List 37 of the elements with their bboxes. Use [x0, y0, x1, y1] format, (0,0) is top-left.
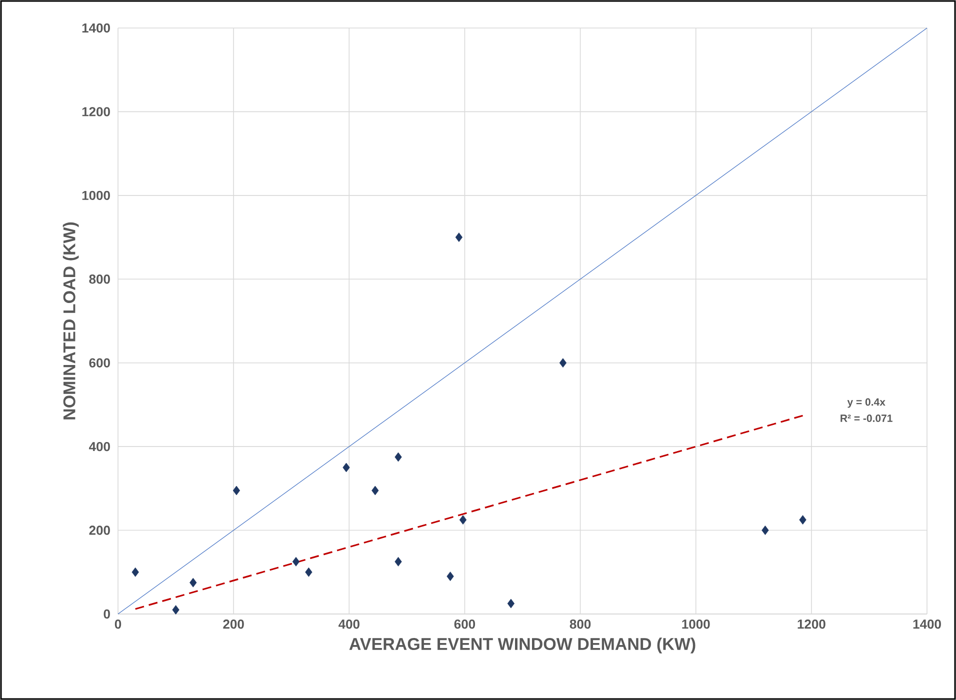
x-tick-label: 800 [570, 620, 591, 629]
point [232, 486, 240, 496]
point [455, 232, 463, 242]
x-tick-label: 1400 [913, 620, 941, 629]
point [305, 567, 312, 577]
point [459, 515, 467, 525]
point [190, 578, 197, 588]
point [559, 358, 567, 368]
x-tick-label: 400 [338, 620, 360, 629]
y-tick-label: 1400 [82, 23, 110, 33]
annotation: y = 0.4x [847, 398, 886, 408]
x-tick-label: 1200 [798, 620, 826, 629]
x-tick-label: 200 [223, 620, 244, 629]
point [507, 598, 515, 608]
annotation: R² = -0.071 [840, 414, 892, 422]
y-tick-label: 200 [89, 526, 110, 535]
point [172, 605, 180, 615]
point [446, 572, 454, 582]
y-tick-label: 600 [89, 358, 110, 368]
point [394, 452, 402, 462]
point [132, 567, 139, 577]
point [372, 486, 379, 496]
y-tick-label: 800 [89, 274, 110, 284]
point [394, 556, 402, 566]
point [342, 462, 350, 472]
y-tick-label: 1000 [82, 190, 110, 200]
point [762, 526, 769, 535]
y-axis-title: NOMINATED LOAD (KW) [62, 222, 79, 420]
x-tick-label: 600 [454, 620, 476, 629]
point [799, 515, 806, 525]
y-tick-label: 400 [88, 442, 110, 452]
x-axis-title: AVERAGE EVENT WINDOW DEMAND (KW) [349, 638, 696, 654]
point [292, 556, 300, 566]
y-tick-label: 0 [104, 609, 110, 619]
y-tick-label: 1200 [82, 107, 110, 116]
x-tick-label: 1000 [682, 620, 710, 629]
x-tick-label: 0 [114, 620, 122, 629]
